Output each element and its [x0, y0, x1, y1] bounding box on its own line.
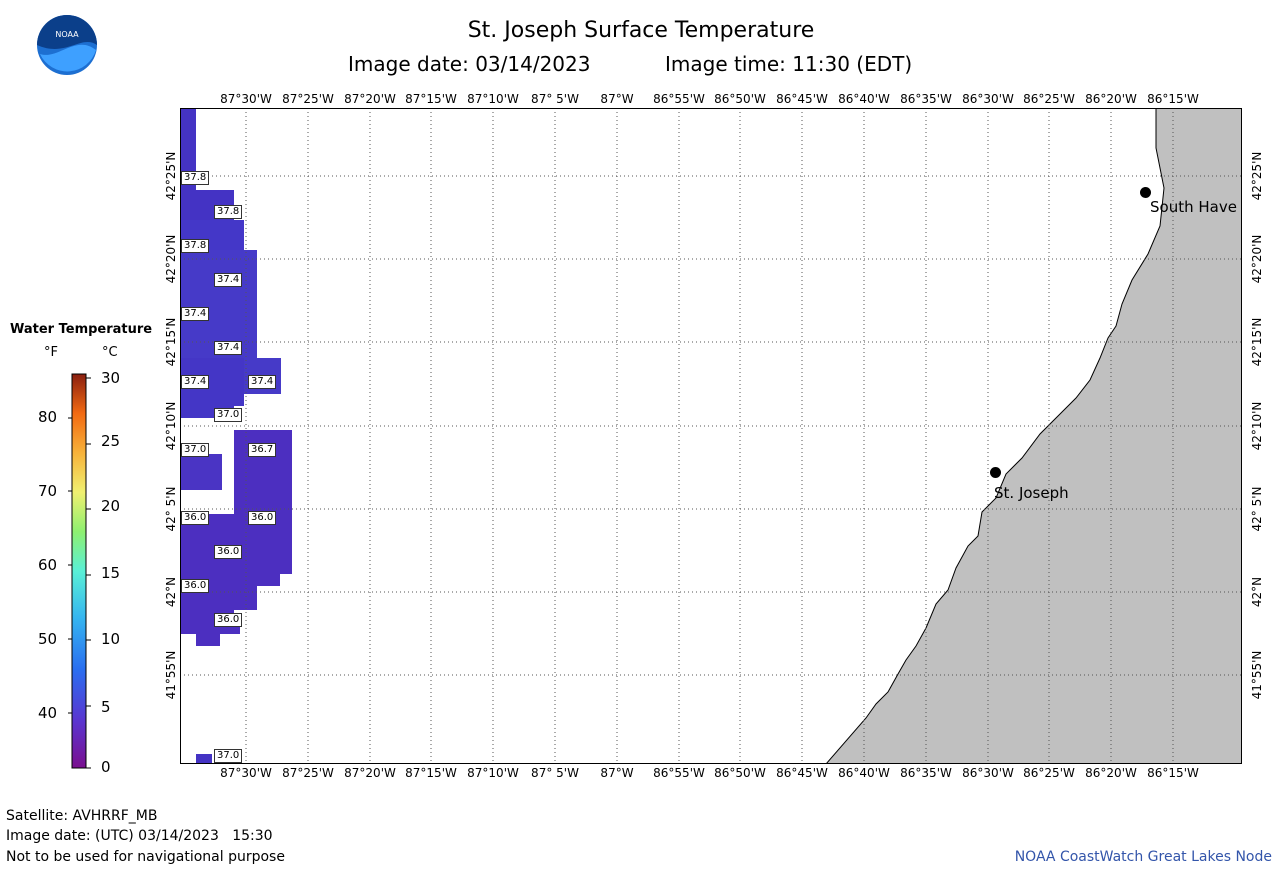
- latitude-label: 41°55'N: [164, 650, 178, 700]
- temperature-label: 37.0: [214, 749, 243, 763]
- longitude-label: 87°15'W: [405, 766, 457, 780]
- noaa-logo: NOAA: [36, 14, 98, 76]
- city-marker-south-haven: [1140, 187, 1151, 198]
- temperature-label: 37.4: [214, 341, 243, 355]
- page-title: St. Joseph Surface Temperature: [467, 18, 815, 43]
- longitude-label: 86°30'W: [962, 92, 1014, 106]
- longitude-label: 87°10'W: [467, 92, 519, 106]
- grid-lines: [180, 108, 1242, 764]
- temperature-label: 36.0: [181, 579, 210, 593]
- longitude-label: 86°45'W: [776, 92, 828, 106]
- longitude-label: 86°35'W: [900, 92, 952, 106]
- map-border: [180, 108, 1242, 764]
- longitude-label: 87° 5'W: [531, 92, 579, 106]
- temperature-label: 36.0: [214, 613, 243, 627]
- legend-f-tick: 50: [38, 630, 58, 648]
- longitude-label: 87°W: [600, 766, 634, 780]
- longitude-label: 86°40'W: [838, 766, 890, 780]
- temperature-label: 36.0: [248, 511, 277, 525]
- color-scale-bar: [68, 372, 92, 772]
- latitude-label: 42°15'N: [1250, 317, 1264, 367]
- legend-unit-fahrenheit: °F: [44, 345, 58, 360]
- longitude-label: 86°25'W: [1023, 92, 1075, 106]
- temperature-label: 37.0: [181, 443, 210, 457]
- land-area: [824, 107, 1243, 765]
- longitude-label: 86°20'W: [1085, 766, 1137, 780]
- longitude-label: 86°50'W: [714, 766, 766, 780]
- footer-disclaimer: Not to be used for navigational purpose: [6, 849, 285, 865]
- latitude-label: 42°25'N: [1250, 151, 1264, 201]
- longitude-label: 86°55'W: [653, 766, 705, 780]
- map-frame: [180, 107, 1243, 765]
- longitude-label: 86°25'W: [1023, 766, 1075, 780]
- longitude-label: 87°W: [600, 92, 634, 106]
- longitude-label: 86°35'W: [900, 766, 952, 780]
- image-time-label: Image time: 11:30 (EDT): [665, 52, 913, 76]
- temperature-label: 37.8: [214, 205, 243, 219]
- latitude-label: 42°20'N: [164, 234, 178, 284]
- latitude-label: 42°20'N: [1250, 234, 1264, 284]
- latitude-label: 42°N: [1250, 576, 1264, 608]
- city-label-south-haven: South Have: [1150, 198, 1237, 216]
- longitude-label: 86°50'W: [714, 92, 766, 106]
- footer-utc-date: Image date: (UTC) 03/14/2023 15:30: [6, 828, 273, 844]
- map-svg: [180, 107, 1243, 765]
- latitude-label: 41°55'N: [1250, 650, 1264, 700]
- longitude-label: 87°15'W: [405, 92, 457, 106]
- legend-c-tick: 10: [101, 630, 121, 648]
- legend-c-tick: 25: [101, 432, 121, 450]
- longitude-label: 86°20'W: [1085, 92, 1137, 106]
- latitude-label: 42° 5'N: [1250, 486, 1264, 532]
- latitude-label: 42°15'N: [164, 317, 178, 367]
- temperature-label: 36.0: [181, 511, 210, 525]
- longitude-label: 87°20'W: [344, 766, 396, 780]
- longitude-label: 86°40'W: [838, 92, 890, 106]
- longitude-label: 86°45'W: [776, 766, 828, 780]
- temperature-label: 37.0: [214, 408, 243, 422]
- longitude-label: 86°30'W: [962, 766, 1014, 780]
- footer-credit: NOAA CoastWatch Great Lakes Node: [1014, 849, 1272, 865]
- legend-c-tick: 0: [101, 758, 111, 776]
- temperature-label: 37.4: [248, 375, 277, 389]
- latitude-label: 42°10'N: [1250, 401, 1264, 451]
- legend-c-tick: 30: [101, 369, 121, 387]
- longitude-label: 86°15'W: [1147, 766, 1199, 780]
- longitude-label: 87°25'W: [282, 766, 334, 780]
- temperature-label: 37.8: [181, 239, 210, 253]
- longitude-label: 87°10'W: [467, 766, 519, 780]
- temperature-label: 37.8: [181, 171, 210, 185]
- legend-f-tick: 40: [38, 704, 58, 722]
- temperature-label: 37.4: [214, 273, 243, 287]
- longitude-label: 87°30'W: [220, 92, 272, 106]
- legend-title: Water Temperature: [10, 322, 153, 337]
- city-marker-st-joseph: [990, 467, 1001, 478]
- longitude-label: 87°30'W: [220, 766, 272, 780]
- city-label-st-joseph: St. Joseph: [994, 484, 1069, 502]
- legend-c-tick: 5: [101, 698, 111, 716]
- latitude-label: 42° 5'N: [164, 486, 178, 532]
- legend-f-tick: 70: [38, 482, 58, 500]
- longitude-label: 86°15'W: [1147, 92, 1199, 106]
- legend-c-tick: 15: [101, 564, 121, 582]
- temperature-label: 36.7: [248, 443, 277, 457]
- temperature-label: 37.4: [181, 375, 210, 389]
- svg-text:NOAA: NOAA: [55, 30, 79, 39]
- legend-f-tick: 60: [38, 556, 58, 574]
- latitude-label: 42°25'N: [164, 151, 178, 201]
- longitude-label: 86°55'W: [653, 92, 705, 106]
- temperature-label: 36.0: [214, 545, 243, 559]
- latitude-label: 42°10'N: [164, 401, 178, 451]
- temperature-label: 37.4: [181, 307, 210, 321]
- legend-f-tick: 80: [38, 408, 58, 426]
- latitude-label: 42°N: [164, 576, 178, 608]
- longitude-label: 87° 5'W: [531, 766, 579, 780]
- image-date-label: Image date: 03/14/2023: [348, 52, 591, 76]
- longitude-label: 87°20'W: [344, 92, 396, 106]
- longitude-label: 87°25'W: [282, 92, 334, 106]
- legend-c-tick: 20: [101, 497, 121, 515]
- legend-unit-celsius: °C: [102, 345, 118, 360]
- footer-satellite: Satellite: AVHRRF_MB: [6, 808, 158, 824]
